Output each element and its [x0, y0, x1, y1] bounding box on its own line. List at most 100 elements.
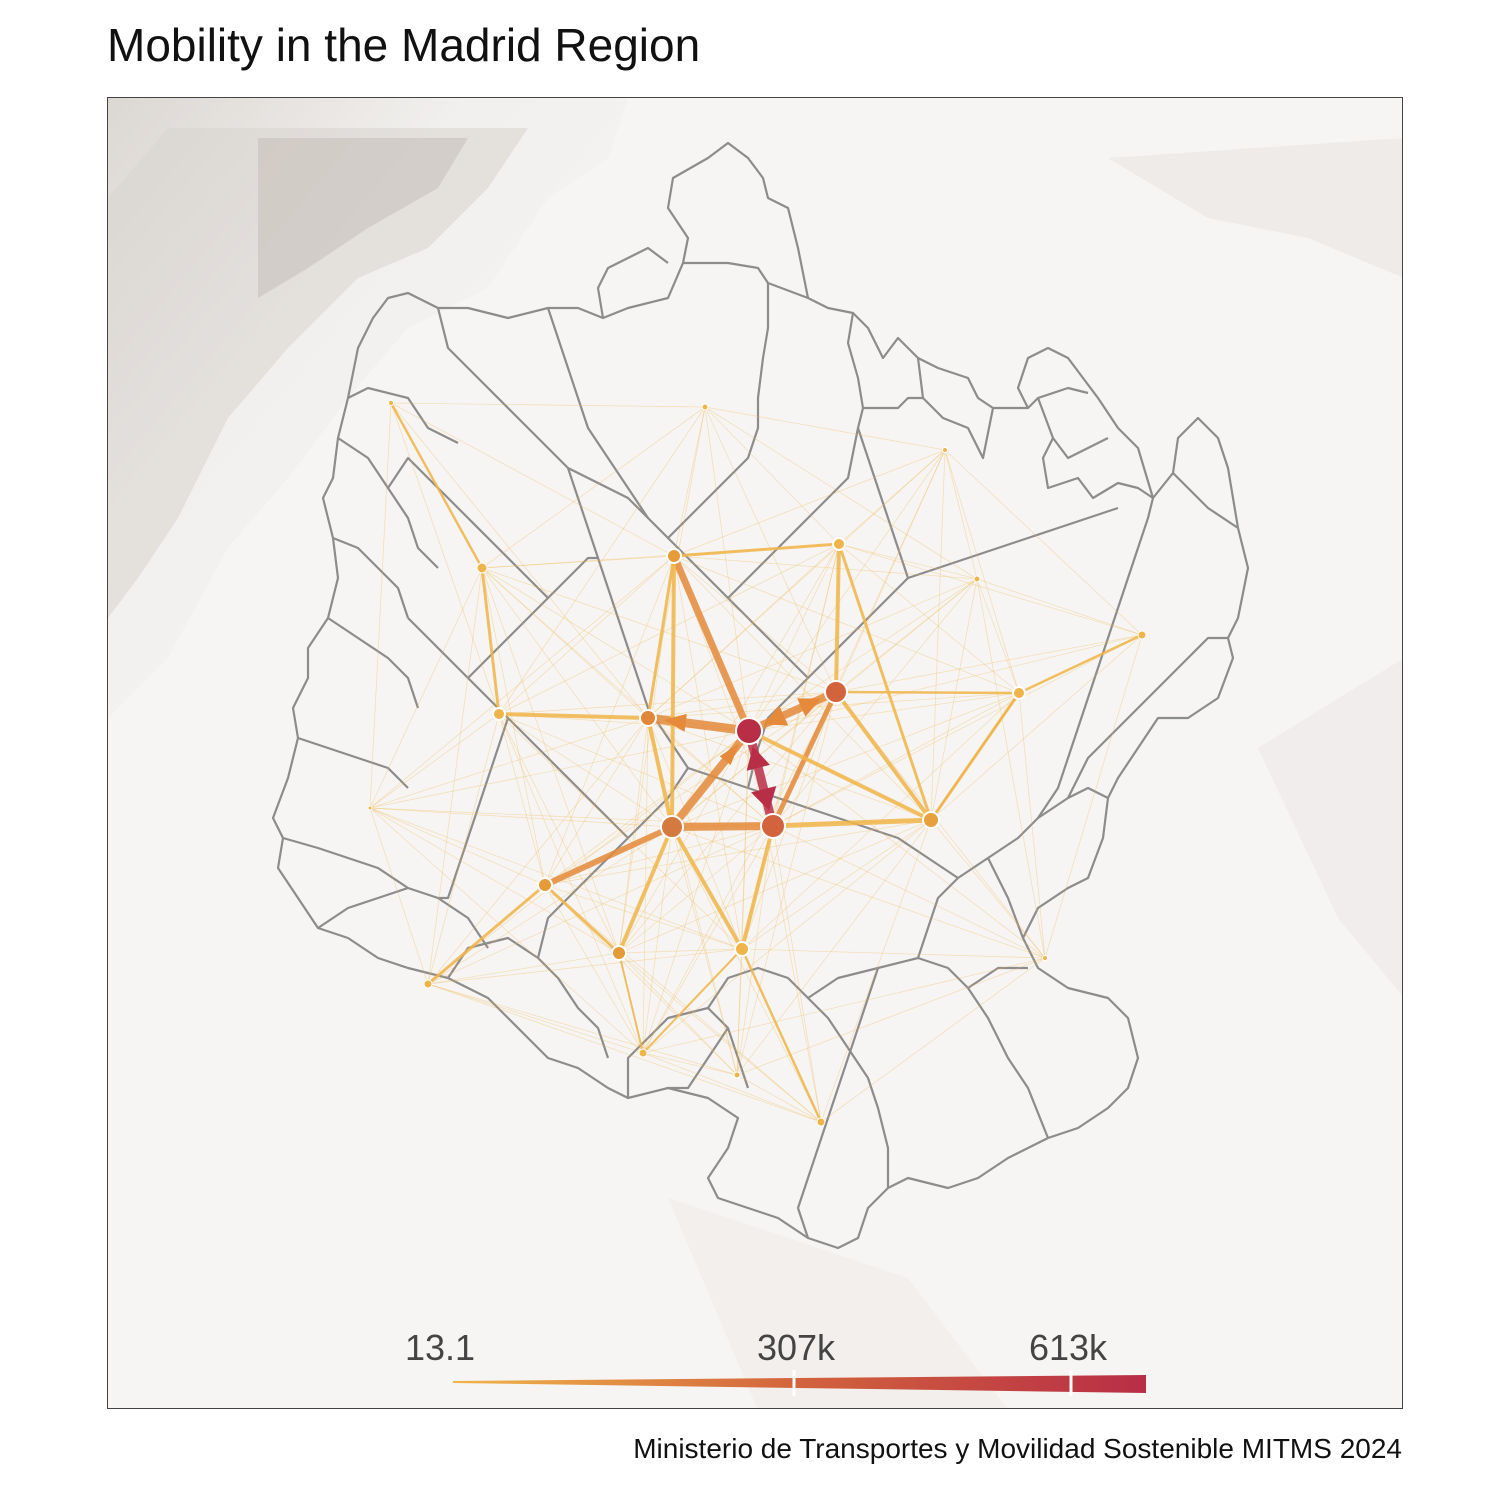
- flow-line: [647, 449, 946, 719]
- flow-line: [976, 578, 1143, 636]
- flow-line: [618, 948, 743, 954]
- flow-line: [647, 578, 978, 719]
- flow-line: [835, 449, 946, 693]
- flow-line: [426, 883, 547, 986]
- flow-line: [748, 543, 840, 732]
- flow-line: [670, 554, 676, 829]
- flow-line: [498, 406, 706, 715]
- map-caption: Ministerio de Transportes y Movilidad So…: [633, 1433, 1402, 1464]
- flow-node: [733, 1071, 741, 1079]
- flow-line: [930, 578, 978, 821]
- legend-label-min: 13.1: [405, 1327, 475, 1368]
- map-panel[interactable]: 13.1 307k 613k: [107, 97, 1403, 1409]
- flow-line: [736, 730, 750, 1076]
- flow-line: [427, 983, 822, 1123]
- flow-line: [671, 826, 1046, 959]
- flow-line: [672, 542, 841, 558]
- flow-line: [838, 543, 1143, 636]
- flow-line: [369, 717, 649, 809]
- flow-line: [772, 825, 1046, 959]
- flow-line: [748, 578, 978, 732]
- flow-line: [481, 567, 750, 732]
- flow-line: [976, 578, 1020, 694]
- flow-line: [544, 884, 738, 1076]
- flow-line: [427, 948, 743, 985]
- flow-line: [820, 957, 1046, 1123]
- flow-line: [673, 406, 706, 557]
- flow-node: [735, 717, 763, 745]
- flow-line: [642, 948, 743, 1054]
- flow-line: [647, 692, 1020, 719]
- flow-line: [1044, 634, 1143, 959]
- flow-line: [544, 884, 822, 1123]
- flow-line: [369, 567, 483, 809]
- flow-line: [673, 555, 1020, 694]
- flow-line: [498, 713, 620, 954]
- flow-line: [772, 825, 822, 1123]
- flow-node: [1012, 686, 1026, 700]
- flow-line: [642, 691, 837, 1054]
- flow-line: [642, 1052, 738, 1076]
- flow-line: [736, 957, 1046, 1076]
- flow-line: [930, 819, 1046, 959]
- flow-line: [838, 543, 1020, 694]
- flow-node: [824, 680, 848, 704]
- flow-line: [673, 555, 743, 950]
- flow-line: [427, 567, 483, 985]
- flow-node: [660, 815, 684, 839]
- flow-line: [741, 691, 837, 950]
- flow-line: [542, 824, 675, 888]
- flow-line: [835, 634, 1143, 693]
- flow-line: [481, 567, 837, 693]
- flow-node: [1137, 630, 1147, 640]
- flow-line: [745, 688, 840, 735]
- flow-line: [834, 690, 1021, 695]
- flow-line: [618, 952, 644, 1054]
- flow-legend: 13.1 307k 613k: [405, 1327, 1146, 1396]
- flow-line: [673, 555, 837, 693]
- flow-node: [492, 707, 506, 721]
- flow-line: [976, 578, 1046, 959]
- flow-line: [748, 449, 946, 732]
- flow-line: [642, 825, 774, 1054]
- flow-node: [942, 447, 948, 453]
- flow-line: [647, 543, 840, 719]
- flow-line: [834, 542, 841, 694]
- flow-line: [427, 730, 750, 985]
- flow-node: [367, 805, 373, 811]
- legend-label-mid: 307k: [757, 1327, 836, 1368]
- flow-line: [671, 578, 978, 828]
- flow-node: [816, 1117, 826, 1127]
- flow-node: [388, 400, 394, 406]
- flow-line: [544, 884, 644, 1054]
- flow-line: [618, 819, 932, 954]
- flow-line: [770, 817, 934, 829]
- flow-line: [646, 554, 676, 720]
- flow-line: [647, 717, 774, 827]
- flow-line: [704, 406, 978, 580]
- flow-line: [427, 983, 644, 1054]
- flow-line: [389, 401, 484, 570]
- flow-line: [544, 717, 649, 886]
- flow-arrows: [663, 698, 822, 811]
- flow-line: [498, 713, 774, 827]
- flow-line: [944, 449, 1020, 694]
- flow-line: [481, 406, 706, 569]
- flow-line: [838, 543, 978, 580]
- flow-line: [673, 555, 932, 821]
- flow-line: [740, 824, 775, 951]
- flow-line: [369, 807, 429, 985]
- flow-line: [673, 555, 978, 580]
- flow-node: [734, 941, 750, 957]
- legend-label-max: 613k: [1029, 1327, 1108, 1368]
- flow-line: [642, 730, 750, 1054]
- flow-lines-major: [389, 401, 1144, 1124]
- flow-line: [481, 567, 673, 828]
- flow-line: [646, 716, 674, 829]
- flow-line: [748, 634, 1143, 732]
- flow-line: [820, 819, 932, 1123]
- flow-line: [617, 825, 674, 955]
- flow-node: [973, 575, 981, 583]
- flow-line: [837, 542, 933, 822]
- flow-line: [427, 983, 738, 1076]
